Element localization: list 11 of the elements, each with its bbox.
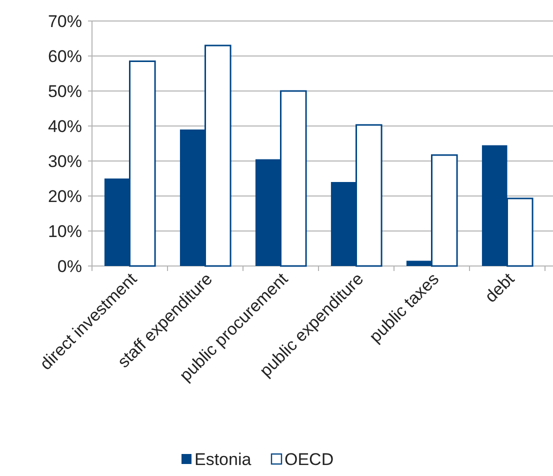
x-tick-label: debt [481, 269, 518, 306]
y-tick-label: 50% [48, 82, 82, 101]
legend-label: OECD [284, 450, 334, 469]
y-tick-label: 10% [48, 222, 82, 241]
y-tick-label: 40% [48, 116, 82, 136]
y-tick-label: 70% [48, 12, 82, 31]
y-tick-label: 20% [48, 186, 82, 206]
y-tick-label: 60% [48, 46, 82, 66]
y-tick-label: 0% [57, 256, 82, 276]
y-tick-label: 30% [48, 152, 82, 171]
legend-label: Estonia [194, 450, 252, 469]
